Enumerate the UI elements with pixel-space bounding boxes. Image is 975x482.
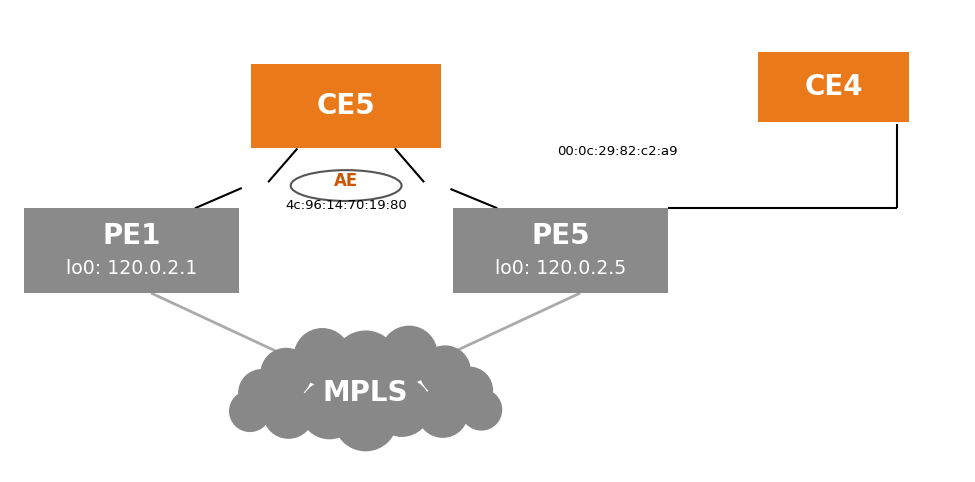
Text: 00:0c:29:82:c2:a9: 00:0c:29:82:c2:a9 [557,146,678,158]
FancyBboxPatch shape [759,52,909,122]
Text: CE5: CE5 [317,92,375,120]
Ellipse shape [417,387,468,437]
Text: lo0: 120.0.2.1: lo0: 120.0.2.1 [66,259,197,279]
Ellipse shape [291,170,402,201]
Ellipse shape [334,388,397,451]
Text: lo0: 120.0.2.5: lo0: 120.0.2.5 [495,259,626,279]
Ellipse shape [263,388,314,438]
Text: AE: AE [334,172,358,190]
FancyBboxPatch shape [251,64,441,148]
Ellipse shape [461,389,501,430]
Ellipse shape [239,370,285,416]
Text: MPLS: MPLS [323,379,409,407]
Ellipse shape [332,331,399,397]
FancyBboxPatch shape [453,209,668,293]
Text: PE5: PE5 [531,222,590,250]
Ellipse shape [381,326,437,382]
Ellipse shape [420,346,470,396]
Text: CE4: CE4 [804,73,863,101]
Ellipse shape [300,381,359,439]
Text: PE1: PE1 [102,222,161,250]
Ellipse shape [372,378,431,436]
Ellipse shape [447,367,492,414]
Ellipse shape [294,329,350,385]
FancyBboxPatch shape [24,209,239,293]
Ellipse shape [230,391,270,431]
Text: 4c:96:14:70:19:80: 4c:96:14:70:19:80 [286,200,407,212]
Ellipse shape [261,348,311,399]
